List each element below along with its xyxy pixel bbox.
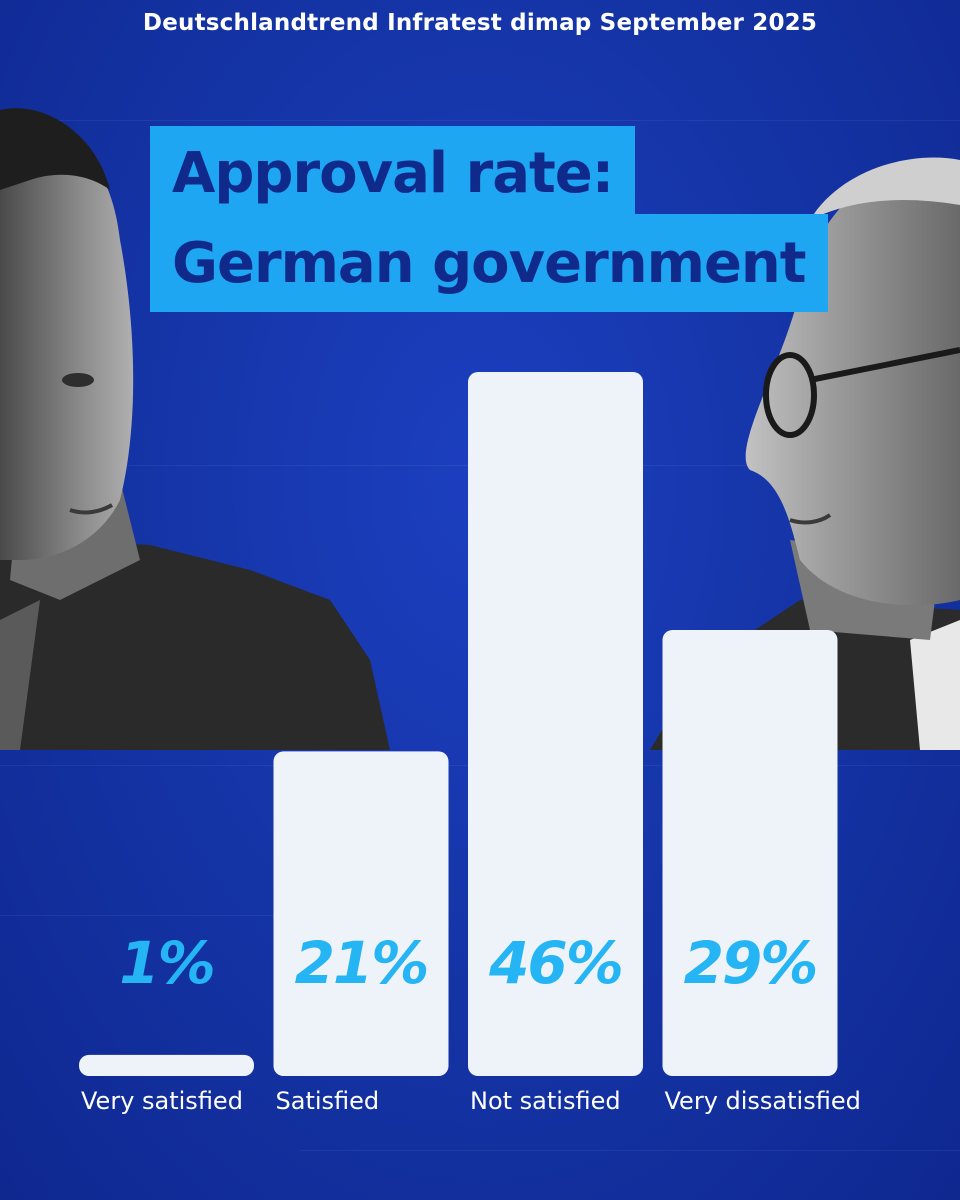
bar-very-dissatisfied — [662, 629, 838, 1076]
category-labels-layer: Very satisfied Satisfied Not satisfied Very… — [81, 1087, 861, 1115]
left-person-photo — [0, 108, 390, 750]
category-label: Satisfied — [276, 1087, 380, 1115]
bar-not-satisfied — [468, 372, 643, 1076]
value-label: 21% — [295, 929, 428, 997]
value-label: 46% — [488, 929, 622, 997]
bars-layer — [79, 372, 838, 1076]
value-labels-layer: 1% 21% 46% 29% — [119, 929, 818, 997]
bar-satisfied — [273, 751, 449, 1076]
title-line-2: German government — [150, 214, 828, 312]
bar-very-satisfied — [79, 1054, 254, 1076]
category-label: Very satisfied — [81, 1087, 243, 1115]
value-label: 29% — [684, 929, 817, 997]
title-line-1: Approval rate: — [150, 126, 636, 214]
texture-line — [0, 120, 960, 121]
value-label: 1% — [119, 929, 213, 997]
texture-line — [300, 1150, 960, 1151]
category-label: Very dissatisfied — [665, 1087, 861, 1115]
source-header: Deutschlandtrend Infratest dimap Septemb… — [142, 10, 818, 36]
texture-line — [0, 915, 420, 916]
category-label: Not satisfied — [470, 1087, 621, 1115]
